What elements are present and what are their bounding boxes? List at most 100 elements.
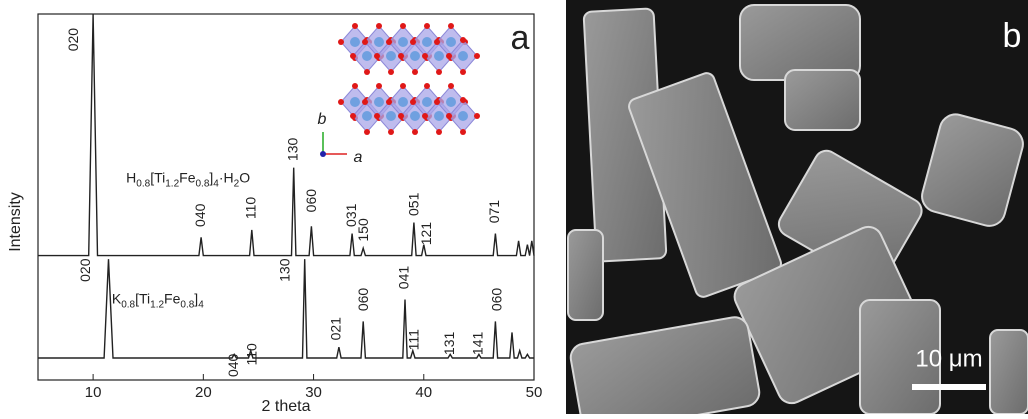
peak-label: 040 xyxy=(225,353,241,377)
peak-label: 021 xyxy=(327,317,343,341)
peak-label: 141 xyxy=(470,332,486,356)
peak-label: 150 xyxy=(355,218,371,242)
atom xyxy=(362,51,372,61)
x-tick-label: 20 xyxy=(195,384,212,401)
atom xyxy=(460,37,466,43)
atom xyxy=(422,113,428,119)
atom xyxy=(374,97,384,107)
peak-label: 060 xyxy=(488,288,504,312)
atom xyxy=(434,51,444,61)
atom xyxy=(436,69,442,75)
atom xyxy=(374,37,384,47)
atom xyxy=(410,111,420,121)
atom xyxy=(446,97,456,107)
scale-bar-label: 10 μm xyxy=(915,345,982,372)
peak-label: 040 xyxy=(192,203,208,227)
atom xyxy=(458,51,468,61)
formula-part: H xyxy=(126,169,136,185)
atom xyxy=(364,129,370,135)
peak-label: 130 xyxy=(277,258,293,282)
atom xyxy=(398,113,404,119)
x-tick-label: 30 xyxy=(305,384,322,401)
atom xyxy=(376,23,382,29)
formula-part: Fe xyxy=(179,169,196,185)
peak-label: 071 xyxy=(486,200,502,224)
atom xyxy=(410,39,416,45)
formula-part: 4 xyxy=(198,300,204,311)
atom xyxy=(460,97,466,103)
atom xyxy=(350,37,360,47)
formula-part: 0.8 xyxy=(121,300,135,311)
atom xyxy=(352,83,358,89)
formula: H0.8[Ti1.2Fe0.8]4·H2O xyxy=(126,169,250,189)
atom xyxy=(362,111,372,121)
atom xyxy=(350,113,356,119)
formula-part: [Ti xyxy=(150,169,165,185)
formula-part: 0.8 xyxy=(136,179,150,190)
atom xyxy=(362,39,368,45)
inset-axis-label: b xyxy=(318,111,327,128)
formula-part: Fe xyxy=(164,290,181,306)
figure: 10 μm b b a a Intensity 2 theta 10203040… xyxy=(0,0,1028,414)
atom xyxy=(424,23,430,29)
atom xyxy=(386,111,396,121)
x-tick-label: 10 xyxy=(85,384,102,401)
peak-label: 121 xyxy=(418,222,434,246)
atom xyxy=(422,97,432,107)
inset-axis-label: a xyxy=(354,149,363,166)
peak-label: 060 xyxy=(303,189,319,213)
atom xyxy=(364,69,370,75)
atom xyxy=(446,37,456,47)
atom xyxy=(446,113,452,119)
atom xyxy=(448,83,454,89)
peak-label: 110 xyxy=(243,197,259,220)
atom xyxy=(374,113,380,119)
peak-label: 020 xyxy=(65,28,81,52)
atom xyxy=(412,69,418,75)
atom xyxy=(400,83,406,89)
atom xyxy=(362,99,368,105)
atom xyxy=(448,23,454,29)
formula: K0.8[Ti1.2Fe0.8]4 xyxy=(112,290,204,310)
panel-label: b xyxy=(1003,17,1022,55)
peak-label: 060 xyxy=(355,288,371,312)
peak-label: 130 xyxy=(284,138,300,162)
atom xyxy=(424,83,430,89)
peak-label: 111 xyxy=(406,329,422,350)
atom xyxy=(458,111,468,121)
atom xyxy=(398,53,404,59)
x-tick-label: 40 xyxy=(415,384,432,401)
atom xyxy=(338,99,344,105)
atom xyxy=(400,23,406,29)
atom xyxy=(412,129,418,135)
y-axis-label: Intensity xyxy=(7,192,24,252)
x-tick-label: 50 xyxy=(526,384,543,401)
atom xyxy=(460,129,466,135)
atom xyxy=(434,99,440,105)
atom xyxy=(474,113,480,119)
atom xyxy=(410,51,420,61)
formula-part: 0.8 xyxy=(180,300,194,311)
atom xyxy=(398,37,408,47)
x-axis-label: 2 theta xyxy=(262,398,311,414)
atom xyxy=(434,111,444,121)
peak-label: 020 xyxy=(77,258,93,282)
formula-part: ·H xyxy=(219,169,234,185)
atom xyxy=(446,53,452,59)
atom xyxy=(410,99,416,105)
formula-part: 0.8 xyxy=(196,179,210,190)
formula-part: 1.2 xyxy=(150,300,164,311)
peak-label: 110 xyxy=(244,343,260,366)
atom xyxy=(460,69,466,75)
atom xyxy=(352,23,358,29)
atom xyxy=(386,99,392,105)
peak-label: 131 xyxy=(441,332,457,356)
atom xyxy=(338,39,344,45)
atom xyxy=(388,69,394,75)
atom xyxy=(386,51,396,61)
peak-label: 051 xyxy=(406,192,422,216)
plot-frame xyxy=(38,14,534,380)
sem-image: 10 μm b xyxy=(566,0,1028,414)
formula-part: 1.2 xyxy=(165,179,179,190)
atom xyxy=(422,37,432,47)
